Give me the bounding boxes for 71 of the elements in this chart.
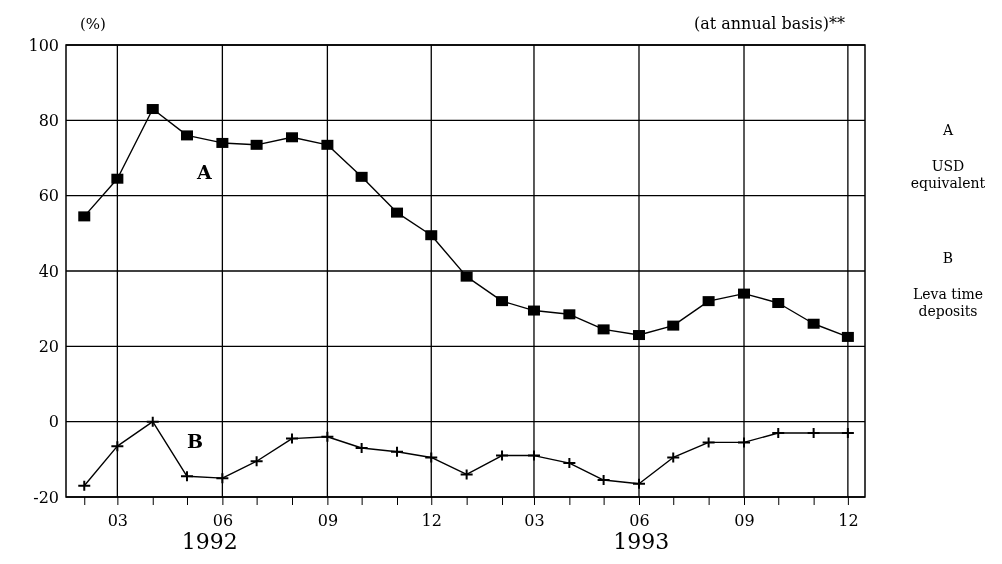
x-tick-label: 12 bbox=[838, 510, 859, 530]
y-tick-label: 100 bbox=[28, 35, 59, 55]
point bbox=[215, 472, 230, 485]
x-tick-label: 12 bbox=[421, 510, 442, 530]
point bbox=[737, 436, 752, 449]
point bbox=[632, 477, 646, 490]
y-tick-label: -20 bbox=[33, 487, 59, 507]
point bbox=[146, 104, 159, 115]
text: 1992 bbox=[181, 529, 238, 554]
point bbox=[495, 449, 510, 462]
point bbox=[496, 296, 509, 307]
point bbox=[179, 470, 194, 483]
text: A bbox=[941, 122, 954, 138]
point bbox=[355, 171, 368, 182]
point bbox=[562, 457, 577, 470]
text: Leva time deposits bbox=[913, 286, 983, 319]
text: B bbox=[942, 250, 954, 266]
y-tick-label: 40 bbox=[38, 261, 59, 281]
point bbox=[772, 298, 785, 309]
point bbox=[526, 449, 541, 462]
point bbox=[180, 130, 193, 141]
point bbox=[216, 137, 229, 148]
point bbox=[77, 479, 92, 492]
y-tick-label: 80 bbox=[38, 110, 59, 130]
point bbox=[596, 474, 611, 487]
point bbox=[111, 173, 124, 184]
chart-title: (at annual basis)** bbox=[693, 14, 845, 33]
point bbox=[459, 468, 474, 481]
point bbox=[321, 139, 334, 150]
point bbox=[807, 318, 820, 329]
text: 1993 bbox=[613, 529, 670, 554]
point bbox=[666, 451, 681, 464]
point bbox=[354, 442, 369, 455]
point bbox=[425, 230, 438, 241]
point bbox=[633, 330, 645, 341]
point bbox=[563, 309, 576, 320]
point bbox=[320, 430, 335, 443]
point bbox=[701, 436, 716, 449]
series-label: B bbox=[186, 430, 204, 453]
x-tick-label: 09 bbox=[317, 510, 339, 530]
point bbox=[460, 271, 473, 282]
point bbox=[249, 455, 264, 468]
point bbox=[840, 426, 855, 439]
point bbox=[285, 432, 299, 445]
y-tick-label: 20 bbox=[38, 336, 59, 356]
point bbox=[286, 132, 298, 143]
point bbox=[390, 445, 405, 458]
point bbox=[771, 426, 786, 439]
point bbox=[145, 415, 160, 428]
point bbox=[702, 296, 715, 307]
x-tick-label: 03 bbox=[524, 510, 545, 530]
point bbox=[78, 211, 91, 222]
point bbox=[738, 288, 751, 299]
point bbox=[110, 440, 125, 453]
y-tick-label: 60 bbox=[38, 186, 59, 206]
series-label: A bbox=[195, 161, 212, 184]
point bbox=[806, 426, 821, 439]
point bbox=[597, 324, 610, 335]
point bbox=[841, 331, 854, 342]
x-tick-label: 06 bbox=[212, 510, 234, 530]
x-tick-label: 09 bbox=[734, 510, 755, 530]
text: USD equivalent bbox=[910, 158, 986, 191]
point bbox=[527, 305, 540, 316]
point bbox=[667, 320, 680, 331]
point bbox=[391, 207, 404, 218]
x-tick-label: 03 bbox=[107, 510, 129, 530]
point bbox=[250, 139, 263, 150]
y-tick-label: 0 bbox=[48, 412, 59, 432]
y-axis-title: (%) bbox=[80, 15, 106, 33]
x-tick-label: 06 bbox=[629, 510, 650, 530]
point bbox=[424, 451, 439, 464]
